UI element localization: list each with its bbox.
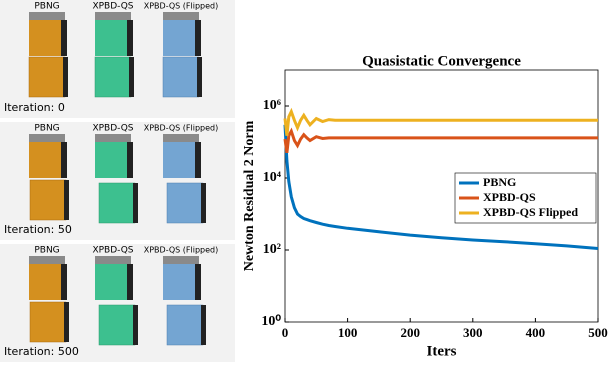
cube-top-shade bbox=[195, 264, 201, 300]
cube-top-shade bbox=[195, 142, 201, 178]
render-label: XPBD-QS (Flipped) bbox=[144, 124, 219, 133]
y-tick-label: 10⁴ bbox=[263, 170, 282, 185]
cube-bottom bbox=[99, 305, 135, 345]
cube-cap bbox=[95, 12, 131, 20]
render-caption: Iteration: 0 bbox=[4, 101, 65, 114]
cube-top bbox=[163, 142, 199, 178]
y-tick-label: 10² bbox=[263, 242, 281, 257]
cube-cap bbox=[29, 12, 65, 20]
cube-cap bbox=[163, 134, 199, 142]
cube-bottom bbox=[30, 180, 66, 220]
y-axis-label: Newton Residual 2 Norm bbox=[242, 120, 257, 271]
cube-top-shade bbox=[61, 264, 67, 300]
cube-top-shade bbox=[127, 20, 133, 56]
cube-cap bbox=[95, 256, 131, 264]
cube-bottom-shade bbox=[133, 183, 138, 223]
y-tick-label: 10⁶ bbox=[263, 98, 281, 113]
cube-top bbox=[95, 142, 131, 178]
cube-cap bbox=[29, 134, 65, 142]
figure: PBNGXPBD-QSXPBD-QS (Flipped)Iteration: 0… bbox=[0, 0, 610, 365]
render-label: XPBD-QS (Flipped) bbox=[144, 246, 219, 255]
x-tick-label: 100 bbox=[338, 325, 358, 340]
chart-title: Quasistatic Convergence bbox=[362, 53, 521, 69]
cube-bottom-shade bbox=[129, 57, 134, 97]
render-label: PBNG bbox=[34, 2, 59, 12]
render-caption: Iteration: 50 bbox=[4, 223, 72, 236]
cube-top-shade bbox=[127, 142, 133, 178]
render-label: XPBD-QS (Flipped) bbox=[144, 2, 219, 11]
cube-bottom-shade bbox=[197, 57, 202, 97]
cube-bottom bbox=[167, 183, 203, 223]
page: {"renders": [ {"labels": ["PBNG", "XPBD-… bbox=[0, 0, 610, 365]
cube-bottom bbox=[29, 57, 65, 97]
cube-bottom-shade bbox=[64, 180, 69, 220]
x-tick-label: 400 bbox=[526, 325, 546, 340]
cube-top bbox=[29, 264, 65, 300]
cube-bottom bbox=[167, 305, 203, 345]
x-tick-label: 200 bbox=[400, 325, 420, 340]
cube-top bbox=[29, 20, 65, 56]
render-caption: Iteration: 500 bbox=[4, 345, 79, 358]
cube-bottom-shade bbox=[63, 57, 68, 97]
cube-top-shade bbox=[195, 20, 201, 56]
cube-bottom bbox=[99, 183, 135, 223]
cube-bottom-shade bbox=[64, 302, 69, 342]
render-label: XPBD-QS bbox=[92, 2, 133, 12]
x-tick-label: 500 bbox=[588, 325, 608, 340]
cube-cap bbox=[163, 256, 199, 264]
cube-top-shade bbox=[61, 142, 67, 178]
cube-bottom bbox=[30, 302, 66, 342]
legend-label: PBNG bbox=[483, 175, 516, 189]
cube-bottom-shade bbox=[201, 305, 206, 345]
legend-label: XPBD-QS bbox=[483, 190, 536, 204]
cube-bottom bbox=[95, 57, 131, 97]
legend-label: XPBD-QS Flipped bbox=[483, 205, 578, 219]
cube-top bbox=[163, 264, 199, 300]
cube-bottom-shade bbox=[201, 183, 206, 223]
cube-cap bbox=[29, 256, 65, 264]
x-tick-label: 300 bbox=[463, 325, 483, 340]
cube-top-shade bbox=[127, 264, 133, 300]
render-label: XPBD-QS bbox=[92, 246, 133, 256]
x-axis-label: Iters bbox=[427, 343, 457, 359]
cube-cap bbox=[95, 134, 131, 142]
cube-top-shade bbox=[61, 20, 67, 56]
cube-bottom bbox=[163, 57, 199, 97]
cube-top bbox=[29, 142, 65, 178]
x-tick-label: 0 bbox=[282, 325, 289, 340]
cube-top bbox=[95, 264, 131, 300]
cube-top bbox=[95, 20, 131, 56]
render-label: PBNG bbox=[34, 124, 59, 134]
render-label: PBNG bbox=[34, 246, 59, 256]
render-label: XPBD-QS bbox=[92, 124, 133, 134]
cube-cap bbox=[163, 12, 199, 20]
y-tick-label: 10⁰ bbox=[261, 314, 281, 329]
cube-top bbox=[163, 20, 199, 56]
cube-bottom-shade bbox=[133, 305, 138, 345]
